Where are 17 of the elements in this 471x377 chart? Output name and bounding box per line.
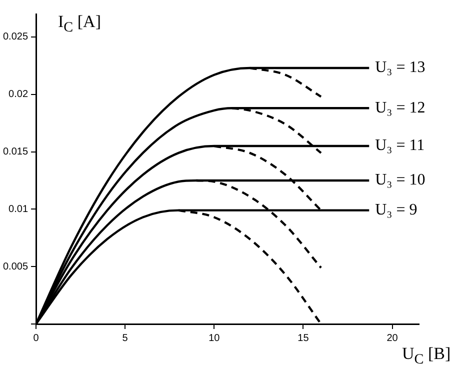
y-tick-label: 0.015: [2, 146, 28, 158]
x-axis-title: U$_{C}$ [B]: [402, 344, 451, 368]
y-tick-label: 0.005: [2, 261, 28, 272]
series-label: U₃ = 13: [375, 59, 426, 76]
x-tick-label: 0: [33, 332, 40, 344]
y-tick-label: 0.025: [2, 32, 28, 43]
y-axis-title: I$_{C}$ [A]: [58, 12, 101, 36]
y-tick-label: 0.02: [8, 89, 28, 100]
x-tick-label: 10: [208, 332, 220, 344]
series-label: U₃ = 9: [375, 202, 418, 219]
series-label: U₃ = 10: [375, 172, 426, 189]
y-tick-label: 0.01: [8, 204, 28, 215]
x-tick-label: 15: [298, 332, 310, 344]
series-label: U₃ = 12: [375, 99, 426, 116]
x-tick-label: 5: [122, 332, 128, 344]
series-label: U₃ = 11: [375, 137, 425, 154]
x-tick-label: 20: [386, 332, 398, 344]
